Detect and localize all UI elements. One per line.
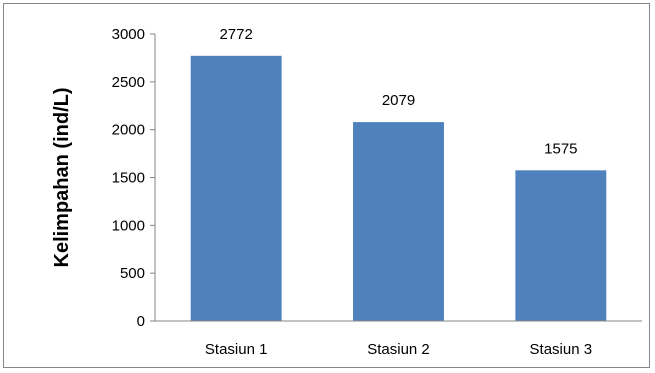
y-axis-ticks: 0 500 1000 1500 2000 2500 3000 (112, 26, 155, 330)
y-tick-label: 3000 (112, 26, 145, 43)
y-tick-label: 2500 (112, 74, 145, 91)
bar (353, 122, 444, 321)
x-category-label: Stasiun 3 (530, 341, 593, 358)
y-axis-title: Kelimpahan (ind/L) (51, 88, 73, 268)
bar-value-label: 2079 (382, 92, 415, 109)
y-tick-label: 0 (137, 313, 145, 330)
bar (515, 170, 607, 321)
x-category-label: Stasiun 2 (367, 341, 430, 358)
y-tick-label: 2000 (112, 122, 145, 139)
y-tick-label: 1000 (112, 217, 145, 234)
bars (190, 55, 607, 321)
y-tick-label: 500 (120, 265, 145, 282)
bar (190, 55, 282, 321)
bar-value-label: 2772 (219, 26, 252, 43)
bar-value-label: 1575 (544, 140, 577, 157)
x-axis-labels: Stasiun 1 Stasiun 2 Stasiun 3 (205, 341, 592, 358)
x-category-label: Stasiun 1 (205, 341, 268, 358)
y-tick-label: 1500 (112, 170, 145, 187)
data-labels: 2772 2079 1575 (219, 26, 577, 158)
